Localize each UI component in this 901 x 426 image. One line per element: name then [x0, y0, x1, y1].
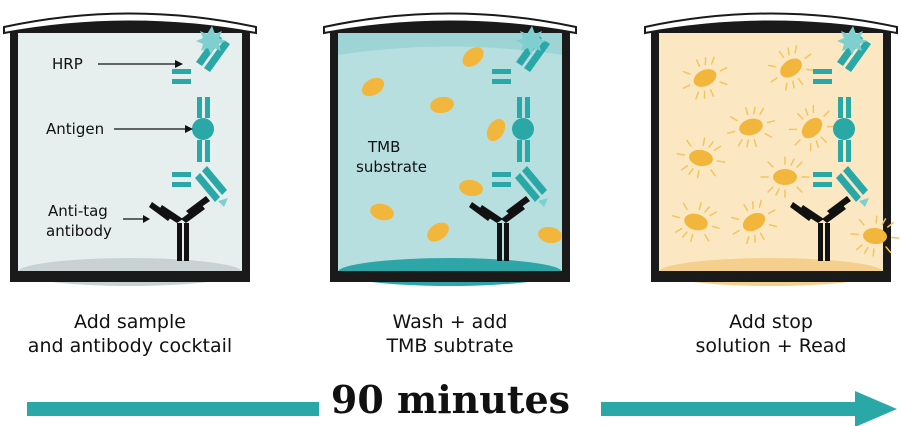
well-3 [644, 12, 901, 286]
tmb-label-line1: TMB [367, 138, 400, 156]
antigen-label: Antigen [46, 120, 104, 138]
well-2 [323, 12, 577, 286]
step-2-caption: Wash + add TMB subtrate [386, 311, 514, 357]
timeline-arrow [27, 391, 897, 426]
anti-tag-label-line2: antibody [46, 222, 112, 240]
anti-tag-label-line1: Anti-tag [48, 202, 108, 220]
hrp-label: HRP [52, 55, 83, 73]
step-1-caption: Add sample and antibody cocktail [27, 311, 233, 357]
well-1 [3, 12, 257, 286]
step-3-caption: Add stop solution + Read [695, 311, 847, 357]
tmb-label-line2: substrate [356, 158, 427, 176]
duration-label: 90 minutes [330, 377, 571, 422]
